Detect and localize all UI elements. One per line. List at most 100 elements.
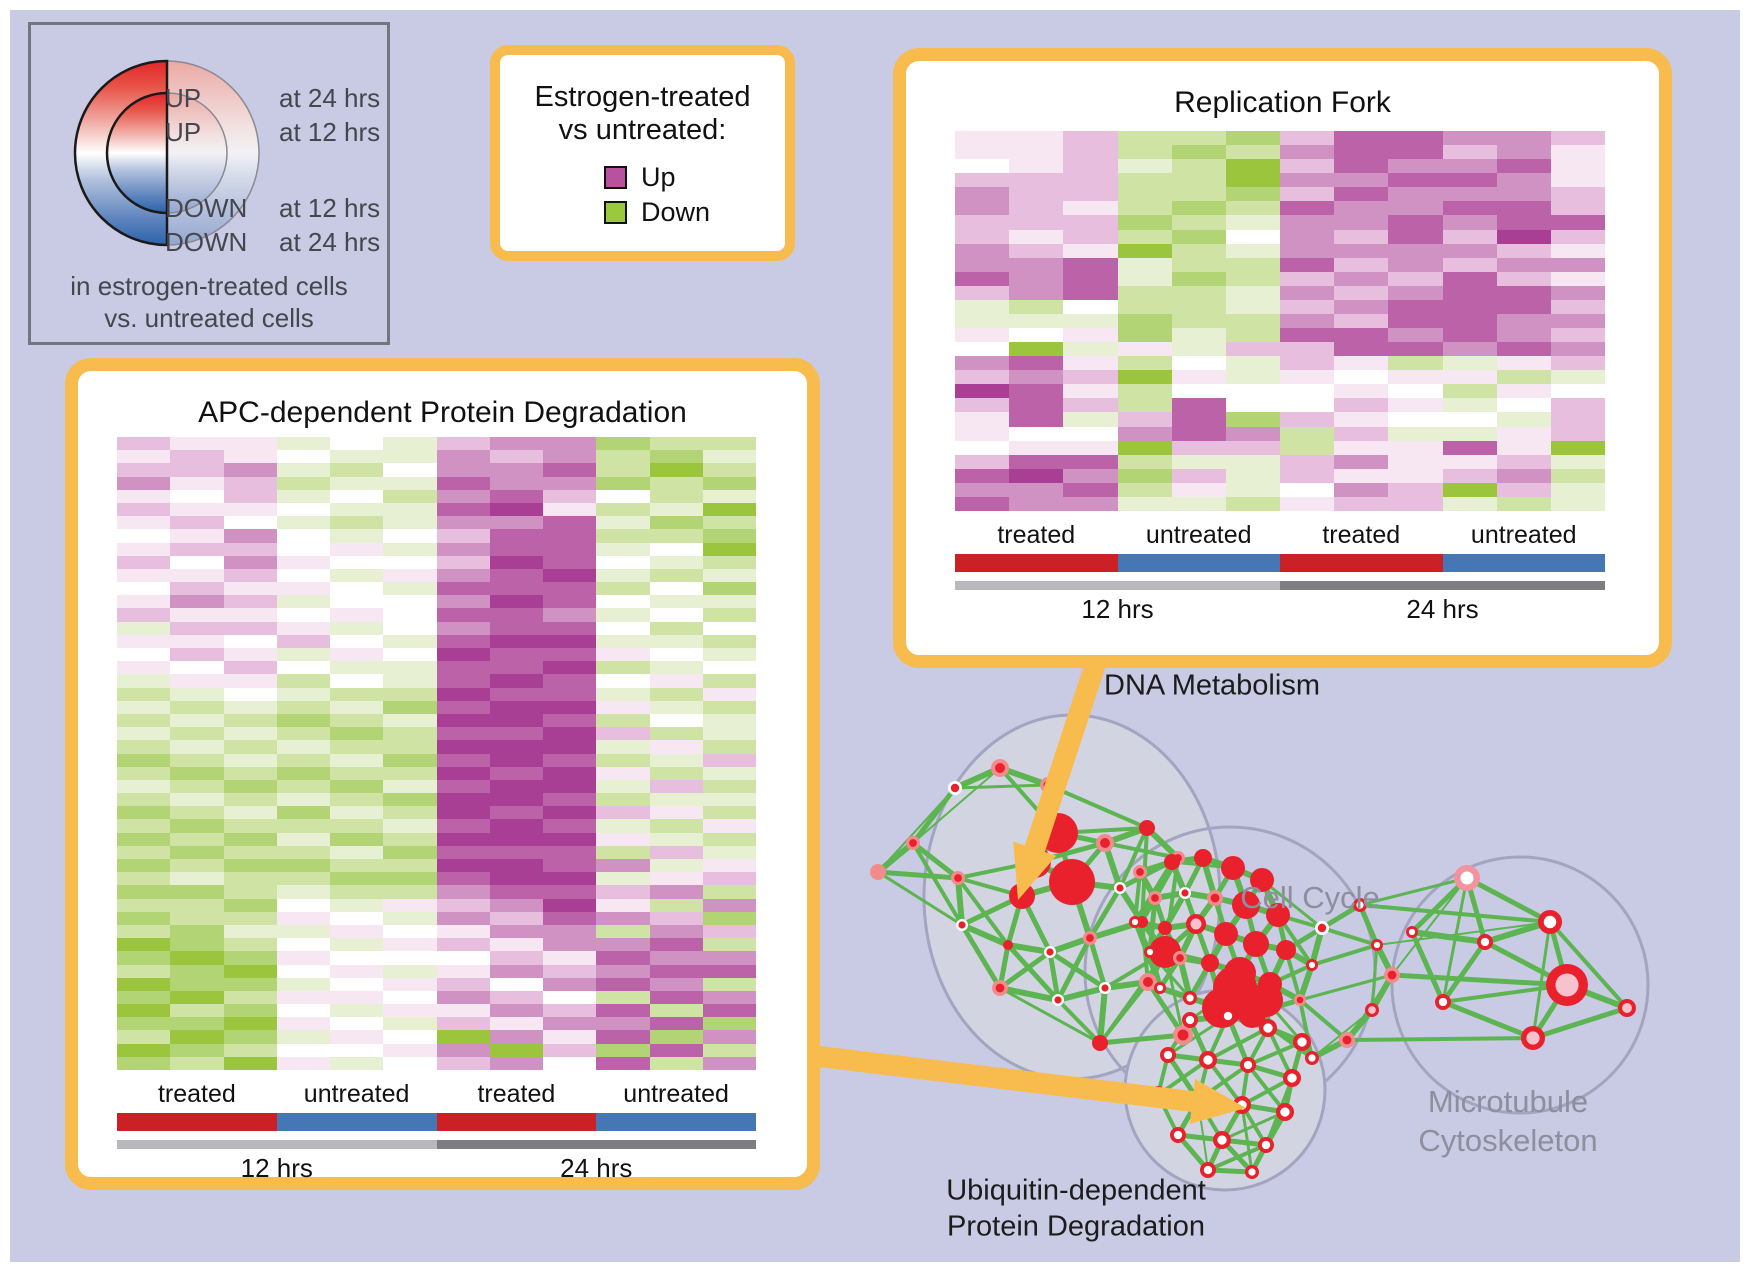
heatmap-cell xyxy=(489,806,543,820)
heatmap-cell xyxy=(1496,356,1551,371)
heatmap-cell xyxy=(1117,440,1172,455)
heatmap-cell xyxy=(543,924,597,939)
heatmap-cell xyxy=(1225,468,1280,483)
heatmap-cell xyxy=(1442,299,1497,314)
heatmap-cell xyxy=(1171,131,1226,146)
heatmap-cell xyxy=(223,832,277,846)
heatmap-cell xyxy=(1550,426,1605,441)
heatmap-cell xyxy=(436,845,490,859)
heatmap-cell xyxy=(1280,243,1335,258)
heatmap-cell xyxy=(596,832,650,846)
heatmap-cell xyxy=(383,437,437,451)
heatmap-cell xyxy=(1225,243,1280,258)
heatmap-cell xyxy=(1063,313,1118,329)
heatmap-cell xyxy=(276,582,330,596)
heatmap-cell xyxy=(330,687,384,701)
heatmap-cell xyxy=(1550,299,1605,314)
heatmap-cell xyxy=(1334,131,1389,146)
heatmap-cell xyxy=(330,766,384,780)
apc-group-label-treated-12: treated xyxy=(157,1080,236,1108)
heatmap-cell xyxy=(117,687,171,701)
heatmap-cell xyxy=(436,542,490,556)
heatmap-cell xyxy=(223,740,277,754)
heatmap-cell xyxy=(649,885,703,899)
heatmap-cell xyxy=(489,648,543,662)
apc-condition-bars xyxy=(117,1113,756,1131)
heatmap-cell xyxy=(276,1017,330,1031)
heatmap-cell xyxy=(436,977,490,991)
heatmap-cell xyxy=(1550,440,1605,455)
heatmap-cell xyxy=(1063,285,1118,300)
heatmap-cell xyxy=(1280,159,1335,174)
heatmap-cell xyxy=(1334,384,1389,399)
heatmap-cell xyxy=(489,753,543,767)
heatmap-cell xyxy=(276,806,330,820)
heatmap-cell xyxy=(955,454,1010,469)
heatmap-cell xyxy=(436,450,490,464)
heatmap-cell xyxy=(543,489,597,503)
up-down-circle-legend: UP at 24 hrs UP at 12 hrs DOWN at 12 hrs… xyxy=(28,22,390,345)
heatmap-cell xyxy=(1388,384,1443,399)
heatmap-cell xyxy=(543,898,597,912)
heatmap-cell xyxy=(436,924,490,939)
heatmap-cell xyxy=(955,215,1010,230)
heatmap-cell xyxy=(223,1017,277,1031)
heatmap-cell xyxy=(1442,468,1497,483)
heatmap-cell xyxy=(1442,342,1497,357)
heatmap-cell xyxy=(383,463,437,477)
heatmap-cell xyxy=(170,990,224,1005)
heatmap-cell xyxy=(117,753,171,767)
rf-group-label-untreated-24: untreated xyxy=(1470,521,1577,549)
untreated-bar xyxy=(276,1113,437,1131)
heatmap-cell xyxy=(436,740,490,754)
heatmap-cell xyxy=(1496,482,1551,497)
rf-time-labels: 12 hrs 24 hrs xyxy=(955,594,1605,625)
heatmap-cell xyxy=(436,819,490,833)
treated-bar xyxy=(955,554,1118,572)
heatmap-cell xyxy=(436,1004,490,1018)
heatmap-cell xyxy=(1388,426,1443,441)
heatmap-cell xyxy=(702,793,756,807)
heatmap-cell xyxy=(649,911,703,925)
heatmap-cell xyxy=(702,634,756,648)
heatmap-cell xyxy=(596,990,650,1005)
heatmap-cell xyxy=(223,806,277,820)
heatmap-cell xyxy=(1063,215,1118,230)
heatmap-cell xyxy=(702,977,756,991)
heatmap-cell xyxy=(383,700,437,714)
heatmap-cell xyxy=(1117,271,1172,286)
heatmap-cell xyxy=(1496,187,1551,202)
heatmap-cell xyxy=(223,977,277,991)
heatmap-cell xyxy=(117,555,171,569)
heatmap-cell xyxy=(1117,187,1172,202)
heatmap-cell xyxy=(1442,131,1497,146)
heatmap-cell xyxy=(489,608,543,622)
heatmap-cell xyxy=(117,898,171,912)
heatmap-cell xyxy=(702,872,756,886)
heatmap-cell xyxy=(955,356,1010,371)
heatmap-cell xyxy=(955,257,1010,272)
heatmap-cell xyxy=(702,779,756,794)
heatmap-cell xyxy=(1063,440,1118,455)
heatmap-cell xyxy=(543,977,597,991)
heatmap-cell xyxy=(223,529,277,543)
heatmap-cell xyxy=(1225,454,1280,469)
heatmap-cell xyxy=(276,621,330,635)
heatmap-cell xyxy=(649,634,703,648)
heatmap-cell xyxy=(1280,454,1335,469)
heatmap-cell xyxy=(436,806,490,820)
heatmap-cell xyxy=(596,885,650,899)
heatmap-cell xyxy=(596,687,650,701)
heatmap-cell xyxy=(1334,454,1389,469)
heatmap-cell xyxy=(383,1030,437,1044)
heatmap-cell xyxy=(543,648,597,662)
heatmap-cell xyxy=(1334,313,1389,329)
heatmap-cell xyxy=(1009,201,1064,216)
heatmap-cell xyxy=(383,634,437,648)
heatmap-cell xyxy=(1388,370,1443,385)
heatmap-cell xyxy=(330,819,384,833)
heatmap-cell xyxy=(649,832,703,846)
heatmap-cell xyxy=(276,648,330,662)
heatmap-cell xyxy=(649,753,703,767)
heatmap-cell xyxy=(436,621,490,635)
